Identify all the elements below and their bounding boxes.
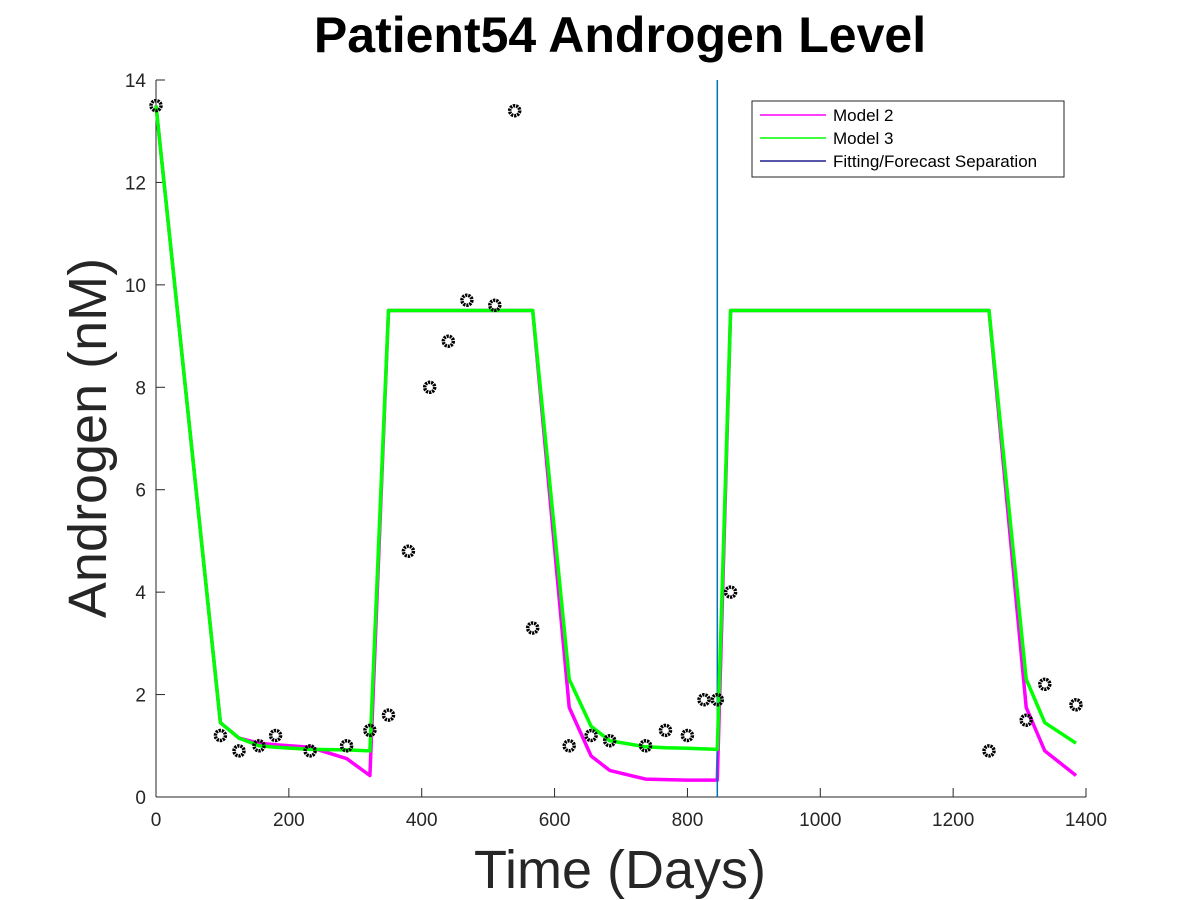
observation-point: [680, 728, 695, 743]
observation-point: [213, 728, 228, 743]
x-tick-label: 800: [672, 810, 704, 831]
x-axis-label: Time (Days): [474, 840, 766, 900]
x-tick-label: 1400: [1065, 810, 1107, 831]
observation-point: [268, 728, 283, 743]
observation-point: [460, 293, 474, 307]
y-tick-label: 8: [135, 378, 146, 399]
observation-point: [982, 744, 996, 758]
x-tick-label: 0: [151, 810, 162, 831]
observation-point: [401, 544, 416, 558]
observation-point: [303, 744, 317, 758]
observation-point: [1019, 713, 1033, 727]
y-axis-label: Androgen (nM): [58, 258, 118, 618]
observation-point: [488, 298, 502, 313]
observation-point: [441, 334, 456, 348]
x-tick-label: 1200: [932, 810, 974, 831]
observation-point: [363, 723, 377, 738]
legend-label: Model 3: [833, 129, 893, 148]
observation-point: [658, 723, 673, 738]
observation-point: [149, 98, 163, 113]
y-tick-label: 6: [135, 481, 146, 502]
x-tick-label: 1000: [799, 810, 841, 831]
observation-point: [697, 692, 711, 707]
legend-label: Model 2: [833, 106, 893, 125]
observation-point: [422, 380, 437, 395]
y-tick-label: 10: [125, 276, 146, 297]
legend: Model 2 Model 3 Fitting/Forecast Separatio…: [751, 100, 1065, 178]
observation-point: [638, 739, 653, 753]
series-line-model-3: [154, 105, 1077, 753]
observation-point: [1069, 698, 1083, 712]
observation-point: [252, 739, 266, 753]
observation-point: [1038, 677, 1052, 692]
x-tick-label: 400: [406, 810, 438, 831]
x-tick-label: 600: [539, 810, 571, 831]
chart-title: Patient54 Androgen Level: [314, 7, 926, 63]
observation-point: [381, 708, 396, 722]
observation-point: [562, 739, 576, 753]
x-tick-label: 200: [273, 810, 305, 831]
y-tick-label: 12: [125, 173, 146, 194]
legend-label: Fitting/Forecast Separation: [833, 152, 1037, 171]
series-layer: [154, 80, 1078, 797]
observation-point: [602, 733, 617, 748]
observation-point: [525, 621, 540, 635]
observation-point: [584, 728, 598, 743]
observation-point: [723, 585, 738, 599]
legend-box: [751, 100, 1065, 178]
observation-markers: [149, 98, 1083, 758]
y-tick-label: 2: [135, 686, 146, 707]
observation-point: [339, 739, 354, 753]
observation-point: [232, 744, 246, 758]
observation-point: [710, 692, 725, 707]
y-tick-label: 4: [135, 583, 146, 604]
axes: 0 200 400 600 800 1000 1200 1400 0 2 4 6 8 10 12 14: [125, 71, 1107, 831]
y-tick-label: 14: [125, 71, 147, 92]
observation-point: [507, 103, 522, 118]
y-tick-label: 0: [135, 788, 146, 809]
